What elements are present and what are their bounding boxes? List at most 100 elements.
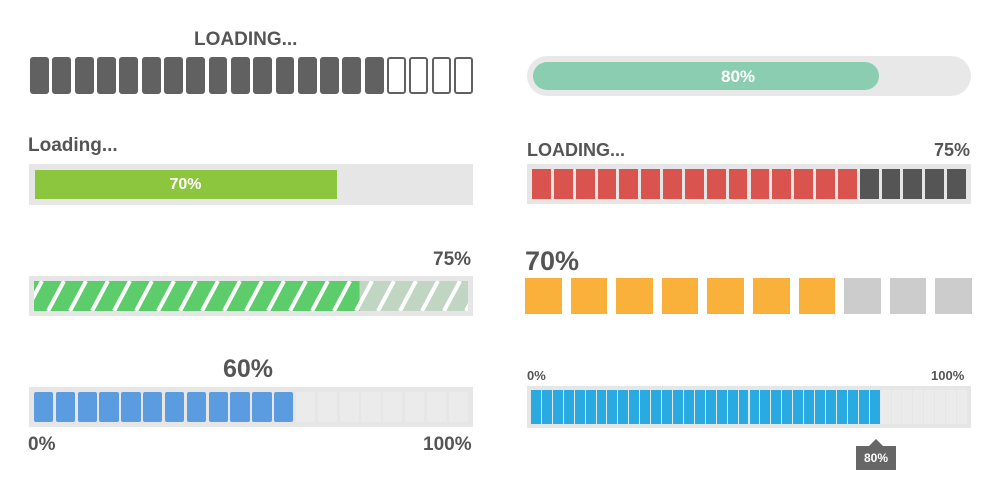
- filled-segment: [749, 390, 760, 424]
- bar7-min-label: 0%: [28, 434, 56, 455]
- filled-segment: [782, 390, 793, 424]
- filled-segment: [618, 390, 629, 424]
- filled-segment: [661, 278, 699, 314]
- empty-segment: [859, 169, 879, 199]
- filled-segment: [629, 390, 640, 424]
- empty-segment: [361, 392, 381, 422]
- filled-segment: [563, 390, 574, 424]
- bar6-block-progress: [525, 278, 972, 314]
- filled-segment: [531, 390, 541, 424]
- filled-segment: [771, 390, 782, 424]
- filled-segment: [532, 169, 551, 199]
- bar8-min-label: 0%: [527, 368, 546, 383]
- empty-segment: [405, 392, 425, 422]
- empty-segment: [903, 169, 923, 199]
- filled-segment: [640, 390, 651, 424]
- empty-segment: [902, 390, 913, 424]
- filled-segment: [230, 57, 250, 94]
- bar1-segmented-progress: [30, 57, 473, 94]
- empty-segment: [946, 390, 957, 424]
- filled-segment: [616, 278, 653, 314]
- empty-segment: [295, 392, 316, 422]
- filled-segment: [553, 169, 573, 199]
- bar8-marker-badge: 80%: [856, 439, 896, 470]
- filled-segment: [55, 392, 76, 422]
- bar7-percent-label: 60%: [223, 355, 274, 383]
- filled-segment: [684, 169, 704, 199]
- filled-segment: [208, 392, 228, 422]
- bar6-percent-label: 70%: [525, 246, 580, 276]
- filled-segment: [837, 169, 857, 199]
- filled-segment: [836, 390, 847, 424]
- empty-segment: [957, 390, 967, 424]
- empty-segment: [935, 390, 946, 424]
- empty-segment: [889, 278, 927, 314]
- filled-segment: [364, 57, 384, 94]
- filled-segment: [815, 390, 825, 424]
- filled-segment: [297, 57, 317, 94]
- bar4-loading-label: LOADING...: [527, 140, 625, 160]
- filled-segment: [30, 57, 49, 94]
- bar5-percent-label: 75%: [433, 249, 472, 270]
- empty-segment: [844, 278, 881, 314]
- empty-segment: [454, 57, 473, 94]
- empty-segment: [925, 169, 945, 199]
- filled-segment: [96, 57, 116, 94]
- filled-segment: [34, 392, 54, 422]
- empty-segment: [387, 57, 407, 94]
- filled-segment: [143, 392, 163, 422]
- filled-segment: [525, 278, 562, 314]
- filled-segment: [77, 392, 97, 422]
- filled-segment: [208, 57, 228, 94]
- bar4-percent-label: 75%: [934, 140, 971, 160]
- filled-segment: [252, 392, 272, 422]
- bar1-loading-label: LOADING...: [194, 29, 298, 50]
- filled-segment: [574, 390, 585, 424]
- empty-segment: [426, 392, 447, 422]
- empty-segment: [448, 392, 468, 422]
- bar2-percent-label: 80%: [720, 67, 756, 86]
- filled-segment: [121, 392, 141, 422]
- filled-segment: [858, 390, 869, 424]
- empty-segment: [383, 392, 403, 422]
- filled-segment: [541, 390, 552, 424]
- empty-segment: [880, 390, 891, 424]
- filled-segment: [716, 390, 727, 424]
- filled-segment: [847, 390, 858, 424]
- filled-segment: [186, 57, 206, 94]
- filled-segment: [641, 169, 661, 199]
- filled-segment: [793, 390, 804, 424]
- filled-segment: [772, 169, 792, 199]
- empty-segment: [881, 169, 901, 199]
- filled-segment: [706, 169, 726, 199]
- filled-segment: [663, 169, 682, 199]
- filled-segment: [575, 169, 595, 199]
- filled-segment: [869, 390, 880, 424]
- filled-segment: [753, 278, 790, 314]
- filled-segment: [596, 390, 607, 424]
- empty-segment: [947, 169, 966, 199]
- filled-segment: [585, 390, 596, 424]
- filled-segment: [804, 390, 815, 424]
- bar8-max-label: 100%: [931, 368, 965, 383]
- filled-segment: [186, 392, 207, 422]
- filled-segment: [74, 57, 94, 94]
- filled-segment: [750, 169, 770, 199]
- filled-segment: [651, 390, 662, 424]
- filled-segment: [275, 57, 295, 94]
- empty-segment: [317, 392, 337, 422]
- filled-segment: [738, 390, 749, 424]
- filled-segment: [694, 390, 705, 424]
- filled-segment: [253, 57, 273, 94]
- filled-segment: [707, 278, 744, 314]
- filled-segment: [342, 57, 362, 94]
- filled-segment: [760, 390, 771, 424]
- bar7-segmented-progress: [34, 392, 468, 422]
- bar4-segmented-progress: [532, 169, 966, 199]
- bar3-loading-label: Loading...: [28, 135, 118, 156]
- filled-segment: [816, 169, 835, 199]
- filled-segment: [683, 390, 694, 424]
- bar3-percent-label: 70%: [169, 176, 202, 193]
- bar8-segmented-progress: [531, 390, 967, 424]
- bar3-fill: [35, 170, 338, 199]
